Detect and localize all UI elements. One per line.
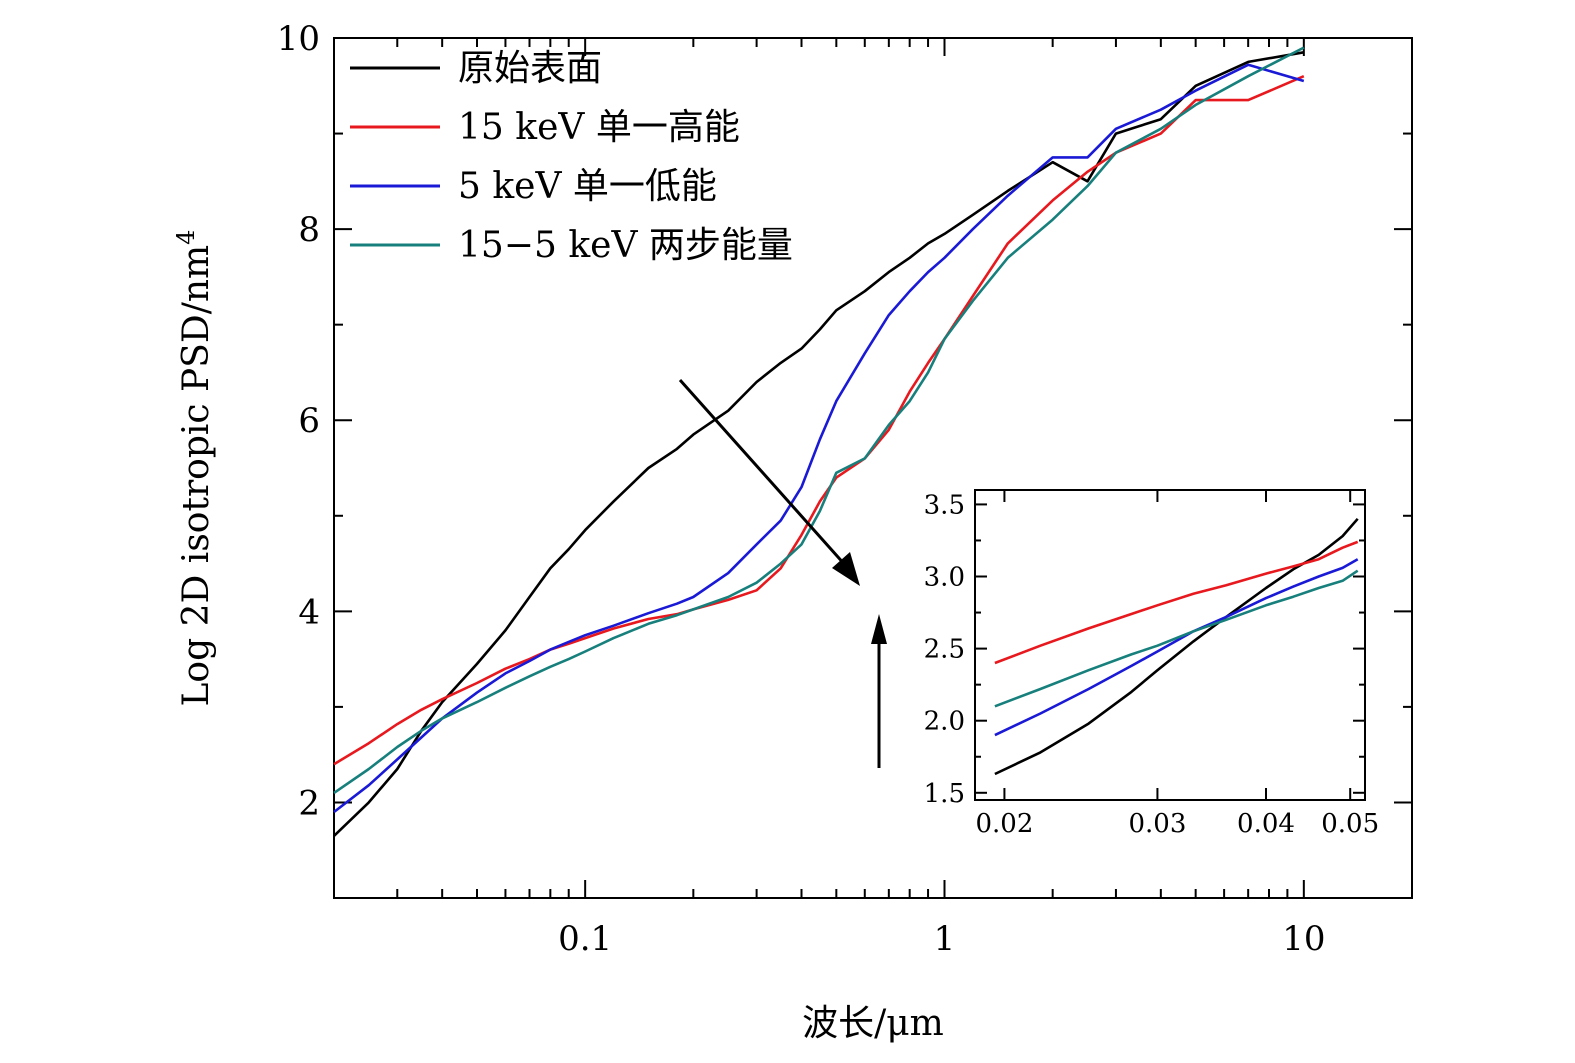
y-tick-label: 6: [298, 401, 320, 441]
inset-plot: 0.02 0.03 0.04 0.05 1.5 2.0 2.5 3.0 3.5: [924, 489, 1379, 839]
legend-label: 15−5 keV 两步能量: [458, 225, 793, 266]
inset-series-line: [994, 540, 1359, 665]
y-tick-label: 4: [298, 592, 320, 632]
inset-series-line: [994, 569, 1359, 708]
main-plot-area: 0.1 1 10 2 4 6 8 10: [277, 19, 1413, 959]
x-tick-label: 10: [1282, 919, 1325, 959]
y-axis-title: Log 2D isotropic PSD/nm4: [172, 230, 217, 707]
inset-series-line: [994, 517, 1359, 776]
inset-axis-ticks: 0.02 0.03 0.04 0.05 1.5 2.0 2.5 3.0 3.5: [924, 490, 1379, 839]
legend-label: 15 keV 单一高能: [458, 107, 740, 148]
legend-label: 原始表面: [458, 48, 602, 89]
y-tick-label: 8: [298, 210, 320, 250]
legend-label: 5 keV 单一低能: [458, 166, 717, 207]
inset-x-tick-label: 0.05: [1321, 809, 1379, 839]
y-axis-title-superscript: 4: [172, 230, 200, 245]
inset-series-group: [994, 517, 1359, 776]
y-tick-label: 2: [298, 783, 320, 823]
inset-y-tick-label: 2.0: [924, 707, 965, 737]
x-tick-label: 0.1: [558, 919, 612, 959]
diagonal-arrow: [678, 379, 860, 586]
inset-y-tick-label: 3.0: [924, 563, 965, 593]
inset-frame: [974, 489, 1366, 801]
inset-series-line: [994, 558, 1359, 737]
main-axis-ticks: 0.1 1 10 2 4 6 8 10: [277, 19, 1413, 959]
inset-y-tick-label: 3.5: [924, 490, 965, 520]
inset-x-tick-label: 0.02: [975, 809, 1033, 839]
inset-x-tick-label: 0.03: [1128, 809, 1186, 839]
y-tick-label: 10: [277, 19, 320, 59]
y-axis-title-main: Log 2D isotropic PSD/nm: [176, 245, 217, 707]
main-series-group: [333, 46, 1305, 837]
inset-y-tick-label: 1.5: [924, 779, 965, 809]
series-line: [333, 75, 1305, 766]
plot-frame: [333, 37, 1413, 899]
series-line: [333, 63, 1305, 814]
x-axis-title: 波长/μm: [802, 1003, 944, 1044]
legend: 原始表面 15 keV 单一高能 5 keV 单一低能 15−5 keV 两步能量: [350, 48, 793, 266]
inset-y-tick-label: 2.5: [924, 635, 965, 665]
vertical-arrow: [871, 614, 887, 768]
series-line: [333, 51, 1305, 837]
inset-x-tick-label: 0.04: [1237, 809, 1295, 839]
series-line: [333, 46, 1305, 794]
x-tick-label: 1: [934, 919, 956, 959]
